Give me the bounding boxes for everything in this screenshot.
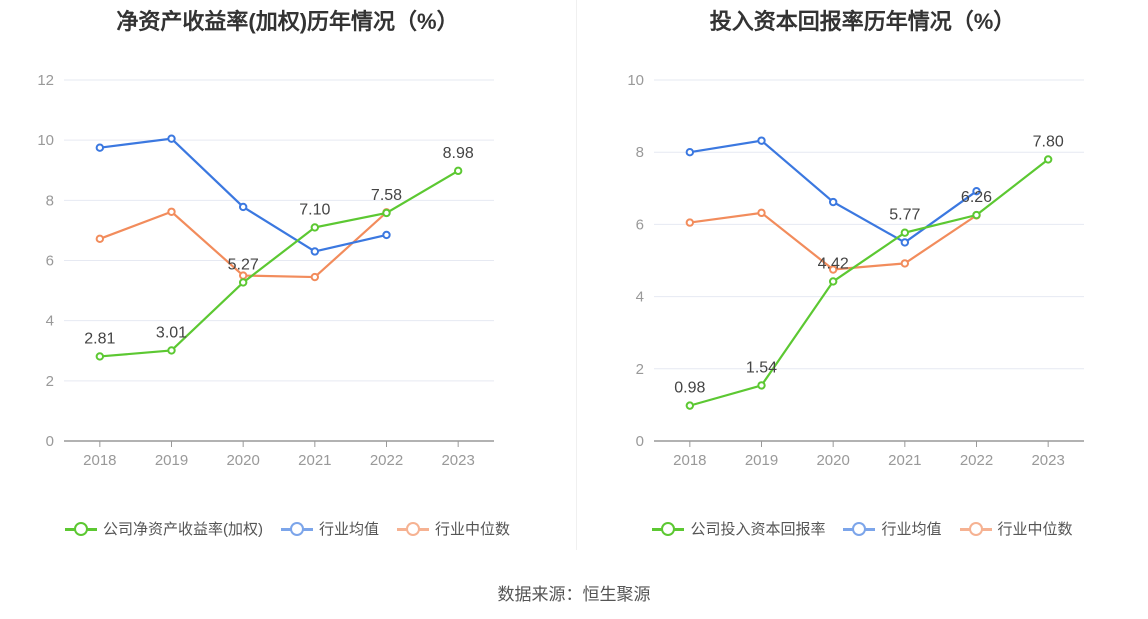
legend-label: 行业均值	[881, 521, 942, 538]
data-point-median	[828, 265, 838, 274]
data-point-company	[167, 346, 176, 355]
roic-chart-panel: 投入资本回报率历年情况（%） 0 2 4 6 8 10 2018 2019 2020 2021 20…	[577, 0, 1148, 560]
data-point-avg	[310, 247, 320, 256]
legend-item-avg[interactable]: 行业均值	[280, 518, 379, 539]
data-point-median	[685, 218, 695, 227]
x-tick-label: 2021	[888, 452, 921, 469]
legend-swatch-icon	[280, 521, 313, 536]
chart-title: 投入资本回报率历年情况（%）	[709, 9, 1016, 34]
data-point-avg	[757, 136, 766, 145]
data-point-avg	[828, 197, 838, 207]
data-point-company	[900, 228, 910, 237]
data-source-note: 数据来源：恒生聚源	[497, 585, 651, 604]
data-point-company	[828, 277, 838, 286]
series-line-avg	[689, 139, 978, 244]
x-tick-label: 2020	[226, 452, 259, 469]
data-point-company	[310, 223, 320, 232]
chart-title: 净资产收益率(加权)历年情况（%）	[116, 9, 459, 34]
data-point-avg	[95, 143, 105, 152]
y-tick-label: 2	[636, 361, 644, 378]
legend-label: 公司净资产收益率(加权)	[102, 521, 263, 538]
y-tick-label: 4	[636, 289, 644, 306]
x-tick-label: 2020	[816, 452, 849, 469]
roe-line-chart: 0 2 4 6 8 10 12 2018 2019 2020 2021 2022 2023 2.81 3.0…	[37, 72, 494, 469]
data-label: 4.42	[818, 255, 849, 272]
x-tick-label: 2021	[298, 452, 331, 469]
x-tick-label: 2019	[745, 452, 778, 469]
legend-label: 公司投入资本回报率	[690, 521, 826, 538]
x-tick-label: 2019	[155, 452, 188, 469]
legend-item-median[interactable]: 行业中位数	[959, 518, 1073, 539]
data-point-company	[685, 401, 695, 410]
y-tick-label: 8	[46, 192, 54, 209]
chart-legend: 公司净资产收益率(加权) 行业均值 行业中位数	[0, 518, 575, 539]
y-tick-label: 0	[46, 433, 54, 450]
x-tick-label: 2023	[1031, 452, 1064, 469]
data-point-avg	[685, 148, 695, 157]
legend-swatch-icon	[64, 521, 97, 536]
x-tick-label: 2022	[370, 452, 403, 469]
roe-chart-panel: 净资产收益率(加权)历年情况（%） 0 2 4 6 8 10 12 2018 2019 2020 2…	[0, 0, 575, 560]
legend-swatch-icon	[652, 521, 685, 536]
y-tick-label: 8	[636, 144, 644, 161]
data-point-company	[453, 166, 463, 176]
series-line-company	[99, 169, 459, 358]
legend-swatch-icon	[959, 521, 992, 536]
data-point-company	[95, 352, 105, 361]
data-point-median	[757, 208, 766, 218]
legend-label: 行业中位数	[435, 521, 511, 538]
panel-divider	[576, 0, 577, 550]
data-label: 1.54	[746, 359, 777, 376]
data-point-company	[238, 278, 248, 287]
data-point-company	[757, 381, 766, 390]
legend-item-company[interactable]: 公司净资产收益率(加权)	[64, 518, 263, 539]
y-tick-label: 10	[37, 132, 54, 149]
legend-item-company[interactable]: 公司投入资本回报率	[652, 518, 825, 539]
data-point-median	[900, 259, 910, 268]
y-tick-label: 6	[636, 216, 644, 233]
data-point-avg	[167, 134, 176, 143]
y-tick-label: 4	[46, 313, 54, 330]
data-point-avg	[382, 230, 391, 240]
series-line-avg	[99, 137, 387, 253]
x-tick-label: 2018	[673, 452, 706, 469]
data-point-company	[972, 210, 981, 220]
data-point-median	[95, 234, 105, 244]
data-label: 7.10	[299, 201, 330, 218]
y-tick-label: 6	[46, 253, 54, 270]
data-label: 2.81	[84, 330, 115, 347]
data-point-avg	[900, 238, 910, 247]
data-point-median	[310, 272, 320, 282]
legend-label: 行业均值	[318, 521, 379, 538]
data-point-avg	[238, 202, 248, 212]
x-tick-label: 2023	[441, 452, 474, 469]
legend-swatch-icon	[843, 521, 876, 536]
legend-item-avg[interactable]: 行业均值	[843, 518, 942, 539]
x-tick-label: 2018	[83, 452, 116, 469]
y-tick-label: 0	[636, 433, 644, 450]
data-point-avg	[972, 186, 981, 196]
legend-label: 行业中位数	[997, 521, 1073, 538]
y-tick-label: 2	[46, 373, 54, 390]
chart-legend: 公司投入资本回报率 行业均值 行业中位数	[577, 518, 1148, 539]
data-point-company	[382, 208, 391, 218]
legend-item-median[interactable]: 行业中位数	[397, 518, 510, 539]
data-label: 8.98	[443, 145, 474, 162]
x-tick-label: 2022	[960, 452, 993, 469]
roic-line-chart: 0 2 4 6 8 10 2018 2019 2020 2021 2022 2023 0.98 1.54 4…	[627, 72, 1084, 469]
legend-swatch-icon	[397, 521, 429, 536]
data-label: 5.77	[889, 207, 920, 224]
data-label: 3.01	[156, 324, 187, 341]
data-label: 7.58	[371, 187, 402, 204]
data-point-median	[167, 207, 176, 216]
data-label: 0.98	[674, 380, 705, 397]
y-tick-label: 10	[627, 72, 644, 89]
data-label: 5.27	[228, 256, 259, 273]
data-label: 7.80	[1033, 133, 1064, 150]
y-tick-label: 12	[37, 72, 54, 89]
data-point-company	[1043, 155, 1053, 164]
series-line-company	[689, 158, 1049, 407]
data-label: 6.26	[961, 189, 992, 206]
